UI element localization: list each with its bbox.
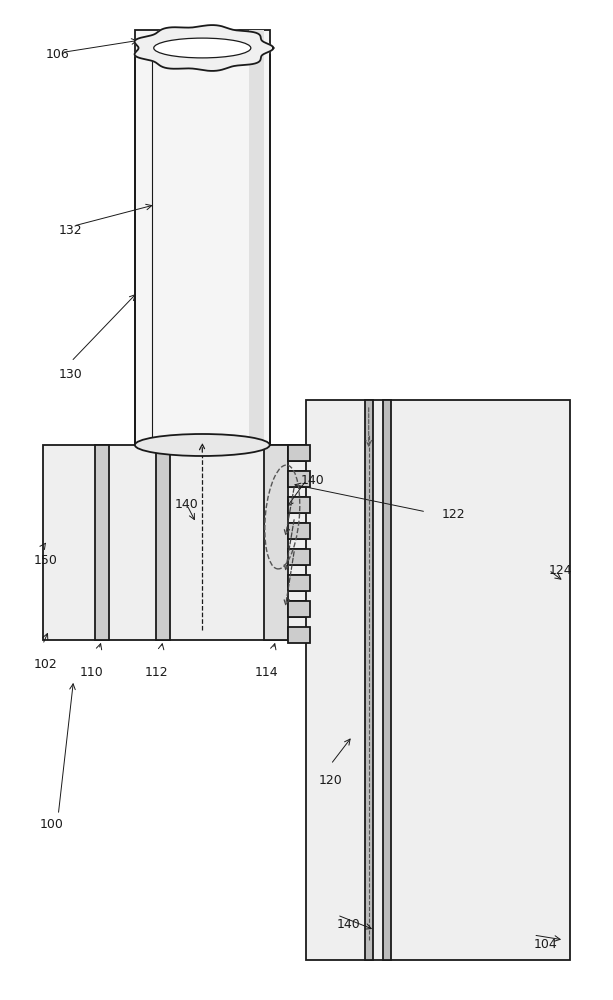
Text: 130: 130 bbox=[58, 368, 82, 381]
Ellipse shape bbox=[154, 38, 251, 58]
Bar bbox=[288, 575, 310, 591]
Text: 150: 150 bbox=[34, 554, 58, 566]
Bar bbox=[288, 549, 310, 565]
Bar bbox=[288, 601, 310, 617]
Bar bbox=[249, 30, 264, 445]
Text: 124: 124 bbox=[549, 564, 573, 576]
Bar bbox=[288, 471, 310, 487]
Bar bbox=[95, 445, 109, 640]
Ellipse shape bbox=[135, 434, 270, 456]
Bar bbox=[43, 445, 362, 640]
Text: 122: 122 bbox=[441, 508, 465, 522]
Bar bbox=[288, 627, 310, 643]
Text: 120: 120 bbox=[319, 774, 343, 786]
Text: 104: 104 bbox=[533, 938, 557, 952]
Bar bbox=[383, 400, 391, 960]
Bar bbox=[288, 523, 310, 539]
Bar bbox=[288, 549, 310, 565]
Bar bbox=[288, 445, 310, 461]
Bar bbox=[156, 445, 170, 640]
Bar bbox=[288, 575, 310, 591]
Text: 132: 132 bbox=[58, 224, 82, 236]
Bar bbox=[306, 400, 570, 960]
Text: 140: 140 bbox=[175, 498, 199, 512]
Text: 112: 112 bbox=[145, 666, 168, 678]
Bar bbox=[135, 30, 270, 445]
Bar bbox=[288, 523, 310, 539]
Text: 102: 102 bbox=[34, 658, 58, 672]
Text: 100: 100 bbox=[40, 818, 64, 832]
Text: 114: 114 bbox=[255, 666, 278, 678]
Bar bbox=[264, 445, 288, 640]
Text: 106: 106 bbox=[46, 48, 70, 62]
Text: 140: 140 bbox=[300, 474, 324, 487]
Bar bbox=[288, 601, 310, 617]
Bar bbox=[288, 471, 310, 487]
Bar bbox=[288, 497, 310, 513]
Bar bbox=[288, 497, 310, 513]
Bar bbox=[288, 445, 310, 461]
Polygon shape bbox=[135, 25, 273, 71]
Bar bbox=[365, 400, 373, 960]
Text: 110: 110 bbox=[80, 666, 104, 678]
Text: 140: 140 bbox=[337, 918, 361, 932]
